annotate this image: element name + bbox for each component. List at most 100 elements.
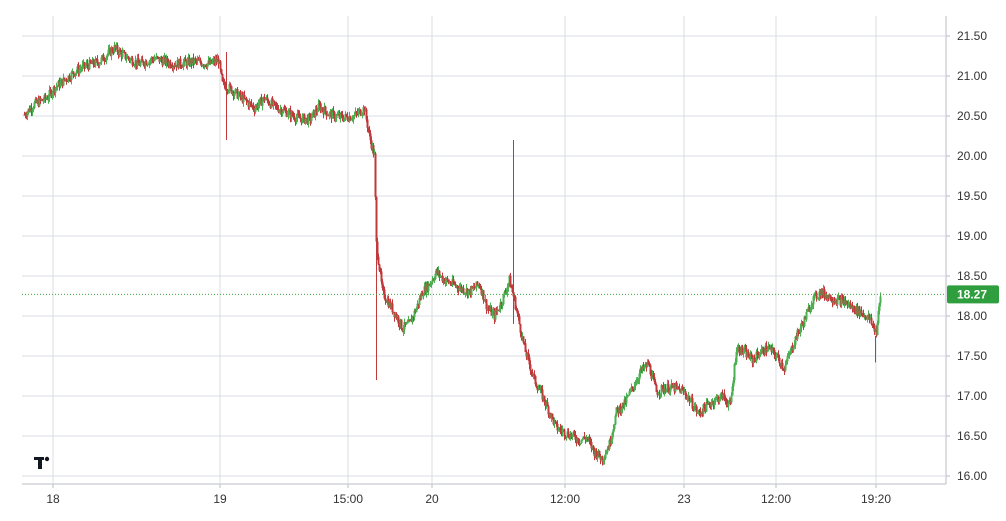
candle-body	[705, 402, 708, 412]
candle-body	[449, 282, 452, 285]
candle-body	[443, 278, 446, 284]
candle-body	[416, 303, 419, 309]
candle-body	[619, 406, 622, 413]
candle-body	[680, 388, 683, 394]
candle-body	[743, 348, 746, 352]
candle-body	[675, 383, 678, 387]
candle-body	[204, 64, 207, 67]
candle-body	[228, 84, 231, 92]
candle-body	[750, 353, 753, 357]
candle-body	[54, 87, 57, 93]
candle-body	[817, 297, 820, 299]
last-price-badge	[947, 285, 999, 304]
candle-body	[546, 401, 549, 407]
candle-body	[615, 407, 618, 416]
candle-body	[659, 393, 662, 395]
candle-body	[524, 343, 527, 352]
candle-body	[784, 364, 787, 371]
candle-body	[656, 391, 659, 396]
candle-body	[674, 383, 677, 392]
candle-body	[301, 116, 304, 123]
candle-body	[250, 102, 253, 106]
candle-body	[319, 104, 322, 111]
candle-body	[803, 316, 806, 327]
candle-body	[321, 107, 324, 111]
candle-body	[263, 96, 266, 101]
candle-body	[567, 431, 570, 437]
candle-body	[872, 324, 875, 326]
candle-body	[836, 297, 839, 305]
candle-body	[353, 115, 356, 117]
candle-body	[121, 51, 124, 58]
candle-body	[433, 279, 436, 281]
candle-body	[59, 81, 62, 88]
candle-body	[503, 291, 506, 295]
candle-body	[661, 385, 664, 387]
candle-body	[684, 390, 687, 396]
candle-body	[554, 420, 557, 422]
candle-body	[94, 58, 97, 66]
candle-body	[291, 111, 294, 116]
candle-body	[335, 114, 338, 119]
candle-body	[501, 304, 504, 306]
x-tick-label: 20	[425, 492, 439, 506]
candle-body	[296, 113, 299, 118]
candle-body	[511, 287, 514, 293]
candle-body	[252, 105, 255, 110]
candle-body	[62, 77, 65, 86]
candle-body	[561, 429, 564, 432]
candle-body	[654, 381, 657, 385]
candle-body	[219, 61, 222, 70]
candle-body	[324, 106, 327, 112]
candle-body	[234, 89, 237, 94]
candle-body	[83, 62, 86, 67]
y-tick-label: 19.50	[957, 189, 987, 203]
candle-body	[372, 145, 375, 155]
candle-body	[88, 60, 91, 70]
candle-body	[823, 289, 826, 297]
candle-body	[180, 65, 183, 67]
candle-body	[206, 63, 209, 68]
candle-body	[237, 94, 240, 99]
candle-body	[65, 79, 68, 81]
candle-body	[402, 329, 405, 332]
candle-body	[129, 58, 132, 61]
candle-body	[242, 95, 245, 103]
candle-body	[332, 110, 335, 112]
candle-body	[304, 119, 307, 124]
candle-body	[182, 62, 185, 67]
candle-body	[758, 355, 761, 358]
candle-body	[853, 306, 856, 313]
candle-body	[246, 100, 249, 102]
candle-body	[507, 283, 510, 288]
candle-body	[794, 336, 797, 345]
candle-body	[581, 438, 584, 440]
candle-body	[830, 300, 833, 302]
candle-body	[669, 386, 672, 392]
x-tick-label: 12:00	[550, 492, 580, 506]
candle-body	[810, 304, 813, 310]
y-tick-label: 18.00	[957, 309, 987, 323]
candle-body	[311, 112, 314, 118]
candle-body	[74, 73, 77, 77]
candle-body	[665, 389, 668, 393]
candle-body	[432, 279, 435, 281]
y-tick-label: 20.50	[957, 109, 987, 123]
candle-body	[113, 45, 116, 53]
candle-body	[603, 458, 606, 460]
candle-body	[653, 377, 656, 382]
candle-body	[345, 114, 348, 117]
x-tick-label: 23	[677, 492, 691, 506]
candle-body	[788, 354, 791, 356]
candle-body	[118, 49, 121, 55]
candle-body	[482, 290, 485, 301]
candle-body	[181, 66, 184, 68]
candle-body	[86, 63, 89, 66]
candle-body	[877, 310, 880, 324]
candle-body	[349, 116, 352, 121]
candle-body	[714, 397, 717, 403]
candle-body	[179, 58, 182, 66]
candle-body	[446, 278, 449, 281]
candle-body	[868, 314, 871, 320]
